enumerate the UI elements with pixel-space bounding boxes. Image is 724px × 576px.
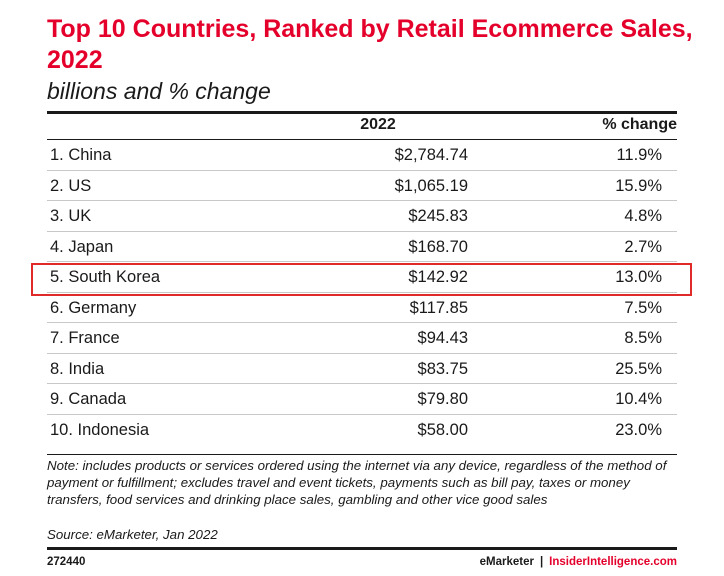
row-country-name: 6. Germany: [50, 298, 137, 317]
row-pct-change: 23.0%: [615, 420, 662, 439]
table-row: 3. UK $245.83 4.8%: [47, 201, 677, 232]
chart-title: Top 10 Countries, Ranked by Retail Ecomm…: [47, 15, 693, 74]
row-country-name: 10. Indonesia: [50, 420, 150, 439]
footer-rule: [47, 547, 677, 550]
row-value-2022: $117.85: [409, 298, 468, 317]
table-row: 6. Germany $117.85 7.5%: [47, 293, 677, 323]
column-header-pct-change: % change: [602, 116, 677, 133]
table-row: 9. Canada $79.80 10.4%: [47, 384, 677, 415]
row-country-name: 3. UK: [50, 207, 92, 225]
row-country-name: 5. South Korea: [50, 268, 161, 286]
footnote: Note: includes products or services orde…: [47, 458, 667, 507]
row-pct-change: 2.7%: [624, 237, 662, 256]
row-value-2022: $79.80: [417, 390, 468, 408]
row-country-name: 2. US: [50, 176, 92, 195]
row-value-2022: $94.43: [417, 329, 468, 347]
column-header-2022: 2022: [360, 116, 396, 133]
row-pct-change: 15.9%: [615, 176, 662, 195]
row-pct-change: 11.9%: [616, 146, 662, 164]
footer-brand: eMarketer | InsiderIntelligence.com: [480, 555, 677, 570]
chart-subtitle: billions and % change: [47, 78, 271, 104]
data-table: 1. China $2,784.74 11.9% 2. US $1,065.19 15.9…: [47, 140, 677, 445]
table-row: 1. China $2,784.74 11.9%: [47, 140, 677, 171]
row-pct-change: 8.5%: [624, 329, 662, 347]
row-country-name: 9. Canada: [50, 390, 127, 408]
row-pct-change: 13.0%: [615, 268, 662, 286]
table-row: 4. Japan $168.70 2.7%: [47, 232, 677, 262]
brand-separator: |: [539, 556, 544, 568]
row-value-2022: $2,784.74: [394, 146, 468, 164]
brand-insider-intelligence[interactable]: InsiderIntelligence.com: [549, 556, 677, 568]
row-value-2022: $58.00: [417, 420, 468, 439]
row-pct-change: 10.4%: [615, 390, 662, 408]
row-pct-change: 4.8%: [624, 207, 662, 225]
row-country-name: 1. China: [50, 146, 112, 164]
row-country-name: 8. India: [50, 359, 105, 378]
row-pct-change: 7.5%: [624, 298, 662, 317]
row-country-name: 7. France: [50, 329, 120, 347]
header-bottom-rule: [47, 139, 677, 140]
table-row: 10. Indonesia $58.00 23.0%: [47, 415, 677, 446]
brand-emarketer: eMarketer: [479, 556, 534, 568]
row-pct-change: 25.5%: [615, 359, 662, 378]
table-row: 5. South Korea $142.92 13.0%: [47, 262, 677, 293]
row-value-2022: $168.70: [408, 237, 468, 256]
source-line: Source: eMarketer, Jan 2022: [47, 527, 218, 542]
table-row: 8. India $83.75 25.5%: [47, 354, 677, 384]
row-value-2022: $142.92: [408, 268, 468, 286]
table-bottom-rule: [47, 454, 677, 455]
chart-id: 272440: [47, 556, 86, 568]
table-row: 7. France $94.43 8.5%: [47, 323, 677, 354]
header-top-rule: [47, 111, 677, 114]
row-country-name: 4. Japan: [50, 237, 114, 256]
row-value-2022: $83.75: [417, 359, 468, 378]
row-value-2022: $245.83: [408, 207, 468, 225]
highlight-box-south-korea: [31, 263, 692, 296]
row-value-2022: $1,065.19: [394, 176, 468, 195]
table-row: 2. US $1,065.19 15.9%: [47, 171, 677, 201]
